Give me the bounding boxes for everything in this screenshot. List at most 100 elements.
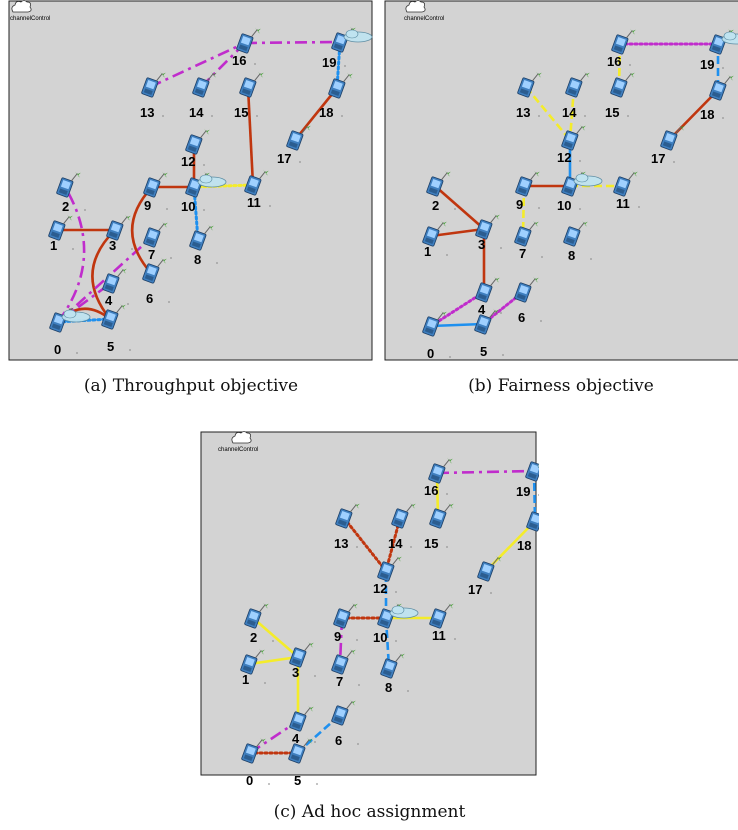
link-0-2: [56, 186, 86, 323]
node-label: 8: [194, 252, 201, 267]
wireless-node-icon: [380, 652, 405, 679]
node-6[interactable]: 6: [514, 272, 542, 325]
node-6[interactable]: 6: [331, 695, 359, 748]
cloud-icon: [231, 431, 252, 444]
wireless-node-icon: [333, 602, 358, 629]
wireless-node-icon: [422, 310, 447, 337]
wireless-node-icon: [101, 303, 126, 330]
node-label: 15: [234, 105, 248, 120]
node-8[interactable]: 8: [380, 648, 409, 695]
node-label: 6: [335, 733, 342, 748]
node-13[interactable]: 13: [516, 67, 543, 120]
node-16[interactable]: 16: [424, 453, 454, 498]
node-label: 3: [478, 237, 485, 252]
wireless-node-icon: [244, 169, 269, 196]
node-15[interactable]: 15: [424, 498, 455, 551]
channel-control: channelControl: [404, 0, 444, 22]
node-label: 9: [516, 197, 523, 212]
node-0[interactable]: 0: [422, 306, 451, 361]
node-10[interactable]: 10: [181, 167, 227, 214]
node-9[interactable]: 9: [143, 167, 169, 213]
link-3-5: [91, 229, 116, 320]
link-10-11: [192, 183, 255, 189]
node-18[interactable]: 18: [319, 68, 354, 120]
node-16[interactable]: 16: [232, 23, 262, 68]
node-5[interactable]: 5: [288, 733, 318, 788]
node-17[interactable]: 17: [277, 120, 312, 166]
node-0[interactable]: 0: [49, 302, 91, 357]
node-label: 3: [109, 238, 116, 253]
node-18[interactable]: 18: [517, 501, 539, 553]
channel-control: channelControl: [10, 0, 50, 22]
node-15[interactable]: 15: [234, 67, 265, 120]
node-label: 17: [651, 151, 665, 166]
node-2[interactable]: 2: [244, 598, 274, 645]
node-label: 19: [700, 57, 714, 72]
node-7[interactable]: 7: [331, 644, 360, 689]
node-label: 18: [700, 107, 714, 122]
node-3[interactable]: 3: [475, 209, 502, 252]
node-16[interactable]: 16: [607, 24, 637, 69]
node-label: 3: [292, 665, 299, 680]
node-19[interactable]: 19: [322, 22, 373, 70]
node-7[interactable]: 7: [514, 216, 543, 261]
node-label: 0: [246, 773, 253, 788]
node-1[interactable]: 1: [48, 210, 74, 253]
node-13[interactable]: 13: [140, 67, 167, 120]
node-17[interactable]: 17: [468, 551, 503, 597]
link-18-17: [293, 87, 339, 141]
node-8[interactable]: 8: [189, 220, 218, 267]
wireless-node-icon: [335, 502, 360, 529]
wireless-node-icon: [660, 124, 685, 151]
node-label: 4: [292, 731, 300, 746]
node-label: 8: [385, 680, 392, 695]
node-label: 2: [432, 198, 439, 213]
wireless-node-icon: [241, 737, 266, 764]
node-5[interactable]: 5: [101, 299, 131, 354]
canvas-background: [384, 0, 738, 361]
node-4[interactable]: 4: [102, 263, 129, 308]
node-5[interactable]: 5: [474, 304, 504, 359]
node-label: 12: [373, 581, 387, 596]
node-9[interactable]: 9: [333, 598, 359, 644]
node-8[interactable]: 8: [563, 216, 592, 263]
node-12[interactable]: 12: [181, 124, 211, 169]
node-7[interactable]: 7: [143, 217, 172, 262]
node-3[interactable]: 3: [106, 210, 133, 253]
node-11[interactable]: 11: [613, 166, 640, 211]
node-15[interactable]: 15: [605, 67, 636, 120]
cloud-icon: [61, 309, 91, 323]
node-1[interactable]: 1: [422, 216, 448, 259]
node-14[interactable]: 14: [388, 498, 417, 551]
node-1[interactable]: 1: [240, 644, 266, 687]
node-14[interactable]: 14: [189, 67, 218, 120]
node-2[interactable]: 2: [56, 167, 86, 214]
node-14[interactable]: 14: [562, 67, 591, 120]
node-12[interactable]: 12: [373, 551, 403, 596]
node-2[interactable]: 2: [426, 166, 456, 213]
node-12[interactable]: 12: [557, 120, 587, 165]
node-9[interactable]: 9: [515, 166, 541, 212]
node-4[interactable]: 4: [475, 272, 502, 317]
node-13[interactable]: 13: [334, 498, 361, 551]
wireless-node-icon: [185, 128, 210, 155]
wireless-node-icon: [429, 602, 454, 629]
node-19[interactable]: 19: [516, 451, 539, 499]
node-11[interactable]: 11: [429, 598, 456, 643]
wireless-node-icon: [517, 71, 542, 98]
node-11[interactable]: 11: [244, 165, 271, 210]
node-10[interactable]: 10: [557, 166, 603, 213]
link-13-16: [149, 41, 246, 89]
node-6[interactable]: 6: [142, 253, 170, 306]
node-3[interactable]: 3: [289, 637, 316, 680]
node-4[interactable]: 4: [289, 701, 316, 746]
node-18[interactable]: 18: [700, 70, 735, 122]
node-17[interactable]: 17: [651, 120, 686, 166]
node-10[interactable]: 10: [373, 598, 419, 645]
wireless-node-icon: [563, 220, 588, 247]
node-0[interactable]: 0: [241, 733, 270, 788]
node-label: 11: [432, 628, 446, 643]
node-19[interactable]: 19: [700, 24, 738, 72]
